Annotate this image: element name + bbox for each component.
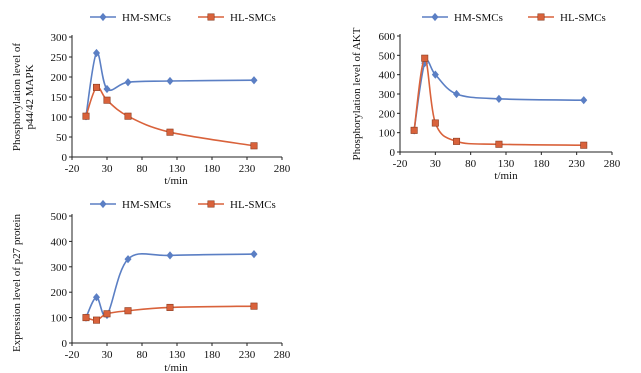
y-tick-label: 200: [51, 287, 68, 299]
x-tick-label: 230: [568, 158, 585, 170]
data-point-hl-smcs: [251, 143, 257, 149]
x-tick-label: 130: [169, 349, 186, 361]
x-axis-title: t/min: [164, 175, 188, 187]
legend-label: HL-SMCs: [560, 12, 606, 24]
y-tick-label: 300: [51, 262, 68, 274]
y-tick-label: 50: [56, 132, 68, 144]
x-tick-label: 130: [169, 163, 186, 175]
legend-marker: [432, 14, 438, 21]
y-tick-label: 300: [51, 32, 68, 44]
x-tick-label: 180: [204, 349, 221, 361]
y-tick-label: 600: [379, 31, 396, 43]
data-point-hl-smcs: [422, 55, 428, 61]
y-tick-label: 150: [51, 92, 68, 104]
x-tick-label: 230: [239, 163, 256, 175]
y-tick-label: 400: [51, 236, 68, 248]
data-point-hl-smcs: [453, 138, 459, 144]
x-tick-label: 230: [239, 349, 256, 361]
x-tick-label: -20: [65, 349, 80, 361]
chart-p27: 0100200300400500-203080130180230280t/min…: [11, 199, 291, 373]
y-axis-title: Phosphorylation level of AKT: [351, 27, 363, 160]
data-point-hm-smcs: [496, 95, 502, 102]
y-tick-label: 500: [51, 211, 68, 223]
data-point-hl-smcs: [496, 141, 502, 147]
legend-label: HM-SMCs: [454, 12, 503, 24]
x-tick-label: 80: [465, 158, 477, 170]
data-point-hl-smcs: [411, 127, 417, 133]
x-tick-label: 30: [102, 349, 114, 361]
x-tick-label: -20: [393, 158, 408, 170]
data-point-hl-smcs: [167, 304, 173, 310]
x-tick-label: 30: [102, 163, 114, 175]
data-point-hl-smcs: [125, 308, 131, 314]
data-point-hl-smcs: [93, 84, 99, 90]
data-point-hl-smcs: [83, 314, 89, 320]
data-point-hm-smcs: [581, 97, 587, 104]
legend-marker: [100, 14, 106, 21]
x-tick-label: 180: [204, 163, 221, 175]
y-tick-label: 100: [51, 313, 68, 325]
legend-marker: [538, 14, 544, 20]
y-tick-label: 200: [51, 72, 68, 84]
y-tick-label: 250: [51, 52, 68, 64]
legend-marker: [100, 201, 106, 208]
data-point-hl-smcs: [251, 303, 257, 309]
data-point-hm-smcs: [454, 91, 460, 98]
x-tick-label: -20: [65, 163, 80, 175]
series-line-hl-smcs: [86, 87, 254, 146]
data-point-hl-smcs: [125, 113, 131, 119]
data-point-hm-smcs: [251, 251, 257, 258]
legend-label: HL-SMCs: [230, 12, 276, 24]
x-tick-label: 80: [137, 349, 149, 361]
x-tick-label: 280: [604, 158, 621, 170]
chart-mapk: 050100150200250300-203080130180230280t/m…: [11, 12, 291, 187]
data-point-hm-smcs: [167, 252, 173, 259]
data-point-hl-smcs: [104, 97, 110, 103]
y-tick-label: 200: [379, 108, 396, 120]
data-point-hl-smcs: [83, 113, 89, 119]
legend-label: HM-SMCs: [122, 12, 171, 24]
y-axis-title: p44/42 MAPK: [24, 64, 36, 129]
x-tick-label: 80: [137, 163, 149, 175]
legend-marker: [208, 201, 214, 207]
chart-akt: 0100200300400500600-203080130180230280t/…: [351, 12, 621, 182]
x-tick-label: 280: [274, 163, 291, 175]
y-tick-label: 100: [379, 128, 396, 140]
y-axis-title: Phosphorylation level of: [11, 43, 23, 151]
y-tick-label: 500: [379, 50, 396, 62]
data-point-hl-smcs: [167, 129, 173, 135]
legend-label: HL-SMCs: [230, 199, 276, 211]
data-point-hm-smcs: [125, 79, 131, 86]
x-tick-label: 30: [430, 158, 442, 170]
data-point-hm-smcs: [251, 77, 257, 84]
data-point-hl-smcs: [104, 311, 110, 317]
x-axis-title: t/min: [164, 362, 188, 373]
x-tick-label: 180: [533, 158, 550, 170]
x-tick-label: 130: [498, 158, 515, 170]
data-point-hl-smcs: [93, 317, 99, 323]
data-point-hl-smcs: [432, 120, 438, 126]
legend-marker: [208, 14, 214, 20]
y-tick-label: 400: [379, 70, 396, 82]
data-point-hl-smcs: [581, 142, 587, 148]
y-tick-label: 100: [51, 112, 68, 124]
x-axis-title: t/min: [494, 170, 518, 182]
x-tick-label: 280: [274, 349, 291, 361]
y-tick-label: 300: [379, 89, 396, 101]
y-axis-title: Expression level of p27 protein: [11, 213, 23, 352]
legend-label: HM-SMCs: [122, 199, 171, 211]
data-point-hm-smcs: [167, 78, 173, 85]
